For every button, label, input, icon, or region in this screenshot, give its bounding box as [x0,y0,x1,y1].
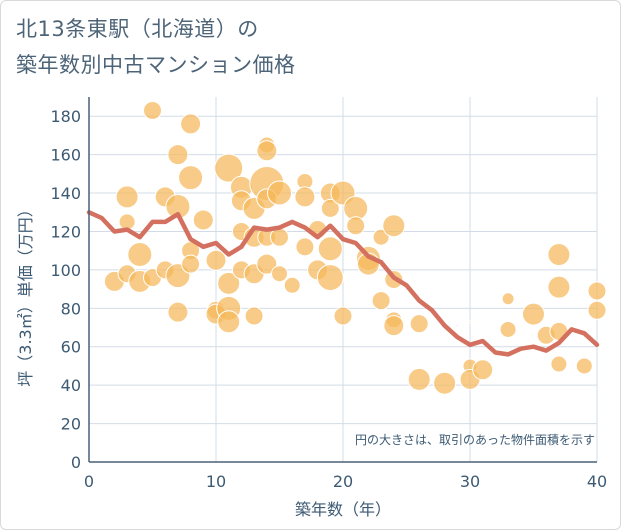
y-tick-label: 40 [61,376,81,395]
chart-title-line2: 築年数別中古マンション価格 [16,53,296,77]
data-bubble [522,302,545,326]
data-bubble [214,153,244,183]
y-tick-label: 120 [50,222,81,241]
data-bubble [167,144,189,166]
data-bubble [409,314,429,334]
average-price-line [86,210,600,357]
data-bubble [472,359,494,381]
data-bubble [127,242,153,268]
data-bubble [372,228,390,246]
y-tick-label: 0 [71,453,81,472]
y-tick-label: 100 [50,261,81,280]
bubbles [103,100,607,395]
y-tick-label: 140 [50,184,81,203]
data-bubble [181,254,201,274]
x-tick-label: 10 [206,472,226,491]
data-bubble [346,216,366,236]
data-bubble [333,306,353,326]
data-bubble [499,320,517,338]
data-bubble [316,264,344,292]
data-bubble [217,310,241,334]
data-bubble [295,237,315,257]
data-bubble [244,306,264,326]
data-bubble [271,265,288,283]
data-bubble [217,271,241,295]
y-tick-label: 20 [61,415,81,434]
x-tick-label: 20 [333,472,353,491]
y-tick-label: 60 [61,338,81,357]
data-bubble [547,243,571,267]
data-bubble [433,371,457,395]
data-bubble [501,292,515,306]
data-bubble [256,140,278,162]
data-bubble [178,165,204,191]
data-bubble [167,301,189,323]
data-bubble [270,227,289,247]
bubble-size-note: 円の大きさは、取引のあった物件面積を示す [355,432,595,447]
y-tick-label: 160 [50,146,81,165]
data-bubble [371,291,391,311]
data-bubble [283,276,301,294]
data-bubble [317,236,343,262]
data-bubble [547,275,571,299]
data-bubble [382,214,406,238]
axes: 0 20 40 60 80 100 120 140 160 180 0 10 20 30 40 [50,97,607,491]
x-axis-label: 築年数（年） [295,500,391,519]
x-tick-label: 0 [84,472,94,491]
data-bubble [587,300,607,320]
data-bubble [575,357,593,375]
data-bubble [294,186,316,208]
x-tick-label: 40 [587,472,607,491]
data-bubble [587,281,607,301]
y-tick-label: 180 [50,107,81,126]
data-bubble [180,113,202,135]
data-bubble [407,367,431,391]
y-axis-label: 坪（3.3㎡）単価（万円） [16,201,35,386]
data-bubble [267,180,292,206]
data-bubble [383,315,405,337]
data-bubble [455,324,459,328]
data-bubble [256,253,278,275]
data-bubble [550,355,568,373]
data-bubble [320,198,340,218]
x-tick-label: 30 [460,472,480,491]
data-bubble [468,320,472,324]
chart-title-line1: 北13条東駅（北海道）の [16,17,259,41]
data-bubble [205,249,227,271]
data-bubble [115,185,139,209]
data-bubble [192,209,214,231]
trend [86,210,600,357]
data-bubble [143,100,162,120]
y-tick-label: 80 [61,299,81,318]
